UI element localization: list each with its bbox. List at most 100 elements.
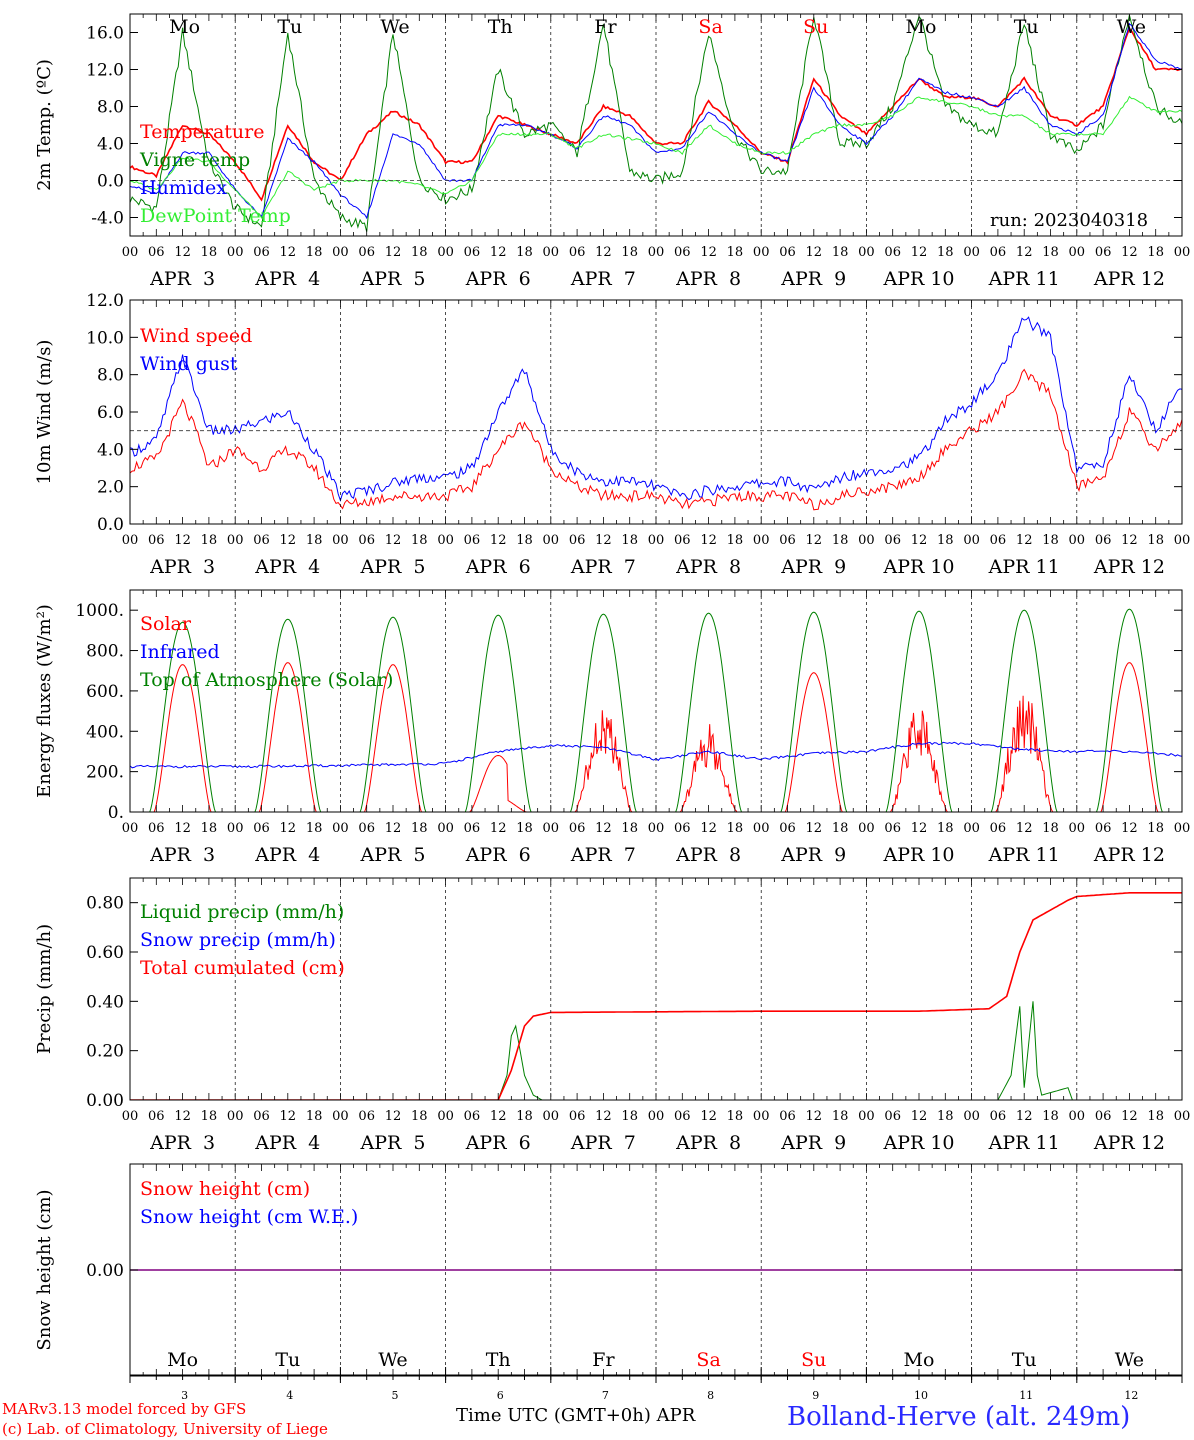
hour-label: 18 bbox=[516, 533, 533, 548]
hour-label: 00 bbox=[753, 821, 770, 836]
series-line-vigne-temp bbox=[130, 14, 1182, 232]
date-label: APR 3 bbox=[149, 1132, 215, 1154]
date-label: APR 12 bbox=[1093, 844, 1165, 866]
hour-label: 06 bbox=[779, 533, 796, 548]
hour-label: 00 bbox=[122, 1109, 139, 1124]
hour-label: 18 bbox=[201, 1109, 218, 1124]
hour-label: 00 bbox=[1174, 821, 1191, 836]
date-label: APR 3 bbox=[149, 268, 215, 290]
hour-label: 18 bbox=[1147, 1109, 1164, 1124]
date-label: APR 6 bbox=[465, 1132, 531, 1154]
hour-label: 00 bbox=[437, 821, 454, 836]
y-axis-title: 10m Wind (m/s) bbox=[34, 340, 55, 485]
hour-label: 12 bbox=[700, 821, 717, 836]
date-label: APR 5 bbox=[360, 844, 426, 866]
hour-label: 00 bbox=[1174, 533, 1191, 548]
hour-label: 18 bbox=[201, 245, 218, 260]
hour-label: 18 bbox=[306, 245, 323, 260]
hour-label: 06 bbox=[569, 533, 586, 548]
y-tick-label: 8.0 bbox=[97, 98, 124, 118]
hour-label: 12 bbox=[490, 533, 507, 548]
series-line-humidex bbox=[130, 22, 1182, 220]
date-label: APR 12 bbox=[1093, 556, 1165, 578]
weekday-label: Th bbox=[486, 1349, 511, 1371]
hour-label: 12 bbox=[911, 245, 928, 260]
hour-label: 18 bbox=[411, 245, 428, 260]
hour-label: 00 bbox=[1069, 1109, 1086, 1124]
weekday-label: Fr bbox=[594, 16, 617, 38]
hour-label: 12 bbox=[490, 245, 507, 260]
hour-label: 06 bbox=[884, 245, 901, 260]
chart-panel-2 bbox=[130, 316, 1182, 511]
station-name: Bolland-Herve (alt. 249m) bbox=[787, 1402, 1131, 1432]
weekday-label: Sa bbox=[698, 16, 722, 38]
legend-entry: DewPoint Temp bbox=[140, 205, 291, 227]
hour-label: 06 bbox=[464, 533, 481, 548]
day-number-label: 12 bbox=[1124, 1389, 1138, 1402]
hour-label: 12 bbox=[490, 821, 507, 836]
y-tick-label: 400. bbox=[86, 722, 124, 742]
y-tick-label: 2.0 bbox=[97, 478, 124, 498]
date-label: APR 4 bbox=[254, 268, 320, 290]
hour-label: 06 bbox=[464, 1109, 481, 1124]
hour-label: 18 bbox=[1147, 821, 1164, 836]
y-tick-label: 800. bbox=[86, 642, 124, 662]
day-number-label: 8 bbox=[707, 1389, 714, 1402]
hour-label: 06 bbox=[148, 1109, 165, 1124]
date-label: APR 8 bbox=[675, 268, 741, 290]
date-label: APR 11 bbox=[988, 268, 1060, 290]
hour-label: 12 bbox=[280, 533, 297, 548]
series-line-liquid-precip-mm-h- bbox=[130, 1001, 1182, 1100]
hour-label: 06 bbox=[358, 1109, 375, 1124]
legend-entry: Vigne temp bbox=[139, 149, 250, 171]
legend-entry: Snow height (cm W.E.) bbox=[140, 1206, 358, 1228]
y-axis-title: Precip (mm/h) bbox=[34, 924, 55, 1054]
date-label: APR 6 bbox=[465, 268, 531, 290]
hour-label: 18 bbox=[937, 245, 954, 260]
hour-label: 00 bbox=[1069, 533, 1086, 548]
date-label: APR 10 bbox=[882, 844, 954, 866]
hour-label: 18 bbox=[727, 821, 744, 836]
weekday-label: Su bbox=[803, 16, 828, 38]
y-tick-label: 0.0 bbox=[97, 172, 124, 192]
date-label: APR 11 bbox=[988, 1132, 1060, 1154]
hour-label: 12 bbox=[1121, 821, 1138, 836]
hour-label: 06 bbox=[674, 1109, 691, 1124]
hour-label: 12 bbox=[1121, 245, 1138, 260]
hour-label: 06 bbox=[779, 821, 796, 836]
hour-label: 18 bbox=[306, 821, 323, 836]
hour-label: 00 bbox=[227, 245, 244, 260]
hour-label: 18 bbox=[1042, 245, 1059, 260]
hour-label: 06 bbox=[990, 245, 1007, 260]
hour-label: 00 bbox=[1174, 1109, 1191, 1124]
hour-label: 18 bbox=[306, 533, 323, 548]
hour-label: 00 bbox=[437, 1109, 454, 1124]
hour-label: 18 bbox=[727, 1109, 744, 1124]
hour-label: 00 bbox=[648, 533, 665, 548]
hour-label: 18 bbox=[937, 821, 954, 836]
hour-label: 12 bbox=[595, 533, 612, 548]
hour-label: 00 bbox=[858, 533, 875, 548]
date-label: APR 3 bbox=[149, 556, 215, 578]
hour-label: 12 bbox=[911, 533, 928, 548]
day-number-label: 9 bbox=[812, 1389, 819, 1402]
hour-label: 18 bbox=[516, 821, 533, 836]
date-label: APR 9 bbox=[780, 268, 846, 290]
weekday-label: Mo bbox=[906, 16, 937, 38]
hour-label: 00 bbox=[122, 533, 139, 548]
hour-label: 12 bbox=[1016, 821, 1033, 836]
hour-label: 06 bbox=[674, 245, 691, 260]
hour-label: 18 bbox=[1042, 533, 1059, 548]
hour-label: 18 bbox=[621, 821, 638, 836]
hour-label: 06 bbox=[569, 821, 586, 836]
hour-label: 06 bbox=[674, 821, 691, 836]
hour-label: 06 bbox=[779, 245, 796, 260]
y-axis-title: 2m Temp. (ºC) bbox=[34, 59, 55, 191]
hour-label: 18 bbox=[621, 245, 638, 260]
legend-entry: Humidex bbox=[140, 177, 227, 199]
hour-label: 12 bbox=[700, 533, 717, 548]
hour-label: 00 bbox=[858, 1109, 875, 1124]
date-label: APR 10 bbox=[882, 1132, 954, 1154]
hour-label: 06 bbox=[884, 533, 901, 548]
legend-entry: Temperature bbox=[140, 121, 264, 143]
